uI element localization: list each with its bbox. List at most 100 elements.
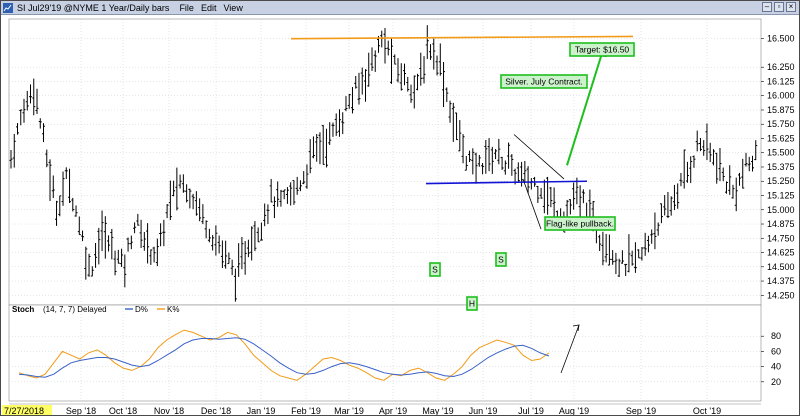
price-bar (250, 226, 254, 261)
menu-file[interactable]: File (179, 2, 194, 13)
restore-button[interactable]: ▫ (774, 2, 784, 12)
price-bar (663, 195, 667, 216)
price-bar (425, 25, 429, 60)
price-bar (308, 139, 312, 174)
price-bar (214, 225, 218, 256)
price-bar (315, 134, 319, 162)
date-axis: 7/27/2018 Sep '18 Oct '18 Nov '18 Dec '18 Jan… (2, 403, 761, 415)
date-label: Jan '19 (247, 406, 276, 415)
price-bar (637, 249, 641, 259)
price-bar (103, 216, 107, 259)
price-bar (510, 154, 514, 176)
price-bar (370, 47, 374, 71)
stoch-d-line (18, 337, 550, 378)
price-bar (698, 137, 702, 152)
price-bar (581, 189, 585, 204)
head-label-text: H (469, 299, 475, 309)
price-bar (152, 246, 156, 263)
price-bar (311, 136, 315, 159)
price-bar (464, 155, 468, 171)
date-label: Dec '18 (201, 406, 231, 415)
date-label: Apr '19 (379, 406, 407, 415)
price-bar (318, 132, 322, 165)
price-bar (412, 75, 416, 109)
chart-app-icon (3, 2, 13, 13)
price-bar (282, 189, 286, 200)
price-bar (256, 227, 260, 243)
price-bar (162, 219, 166, 247)
price-bar (16, 123, 20, 135)
price-bar (246, 239, 250, 258)
date-highlight (2, 405, 52, 415)
price-bar (500, 156, 504, 170)
price-bar (354, 75, 358, 89)
price-bar (689, 156, 693, 184)
price-bar (624, 263, 628, 277)
price-bar (406, 76, 410, 92)
flag-annotation-box (544, 216, 616, 231)
price-bar (708, 142, 712, 163)
price-bar (715, 152, 719, 184)
price-bar (572, 182, 576, 210)
price-bar (659, 203, 663, 224)
price-tick-label: 14.250 (767, 290, 795, 300)
price-tick-label: 15.750 (767, 119, 795, 129)
target-annotation-text: Target: $16.50 (575, 45, 630, 55)
price-bar (363, 69, 367, 102)
price-bar (328, 122, 332, 146)
price-tick-label: 15.250 (767, 176, 795, 186)
price-bar (129, 235, 133, 250)
price-bar (747, 156, 751, 172)
price-bar (620, 250, 624, 264)
price-bar (211, 235, 215, 251)
price-bar (139, 219, 143, 249)
price-tick-label: 15.500 (767, 148, 795, 158)
price-bar (204, 220, 208, 239)
price-bar (29, 84, 33, 104)
menu-view[interactable]: View (223, 2, 243, 13)
price-bar (419, 52, 423, 86)
price-bar (269, 178, 273, 203)
price-bar (461, 134, 465, 164)
price-bar (718, 147, 722, 182)
price-bar (133, 222, 137, 234)
contract-annotation: Silver. July Contract. (500, 74, 588, 89)
contract-annotation-box (500, 74, 588, 89)
minimize-button[interactable]: – (762, 2, 772, 12)
date-label: Sep '18 (66, 406, 96, 415)
price-bar (90, 266, 94, 277)
right-shoulder-label-box (495, 252, 507, 267)
price-bar (399, 63, 403, 91)
price-bar (523, 160, 527, 183)
price-bar (51, 175, 55, 199)
price-bar (74, 205, 78, 217)
date-label: Mar '19 (334, 406, 364, 415)
price-bar (484, 139, 488, 174)
price-bar (669, 196, 673, 216)
price-bar (243, 241, 247, 275)
price-bar (81, 230, 85, 242)
price-bar (25, 90, 29, 111)
date-label: May '19 (422, 406, 453, 415)
date-label: Jul '19 (518, 406, 544, 415)
close-button[interactable]: × (786, 2, 796, 12)
price-bar (685, 161, 689, 183)
price-bar (448, 100, 452, 123)
price-bar (692, 155, 696, 168)
stoch-tick-label: 80 (771, 331, 781, 341)
price-bar (741, 158, 745, 189)
price-bar (116, 249, 120, 264)
price-bar (142, 232, 146, 251)
price-bar (604, 233, 608, 263)
price-bar (324, 128, 328, 168)
price-bar (721, 167, 725, 182)
menu-edit[interactable]: Edit (200, 2, 217, 13)
contract-annotation-text: Silver. July Contract. (505, 77, 582, 87)
price-tick-label: 14.750 (767, 233, 795, 243)
price-bar (695, 130, 699, 152)
price-bar (507, 142, 511, 169)
stoch-tick-label: 20 (771, 377, 781, 387)
price-bar (367, 52, 371, 87)
price-bar (289, 182, 293, 206)
price-bar (617, 258, 621, 278)
